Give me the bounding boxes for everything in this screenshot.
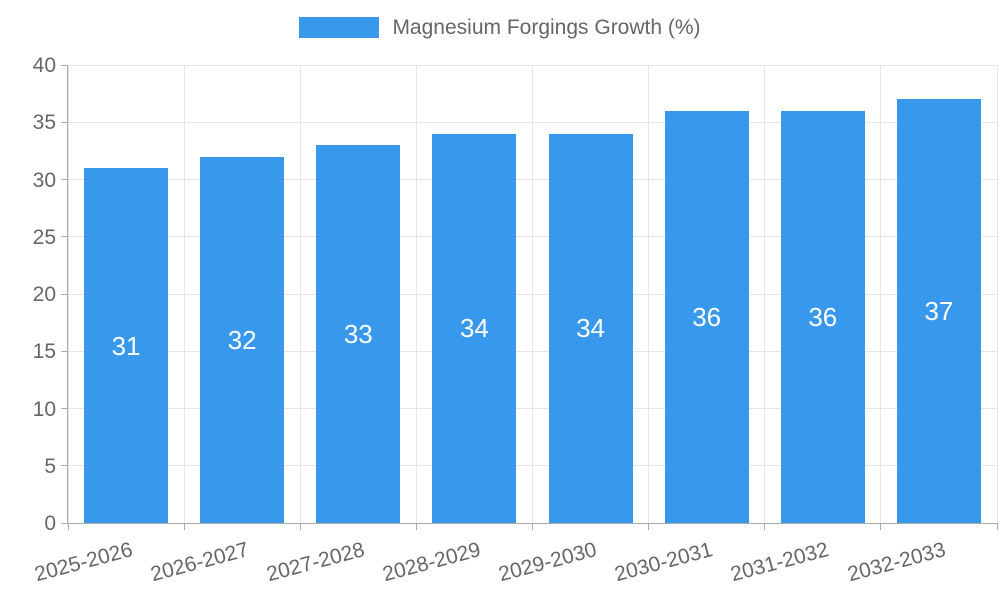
bar-2029-2030: 34	[548, 133, 633, 523]
x-tick-mark	[764, 523, 766, 530]
bar-2032-2033: 37	[896, 99, 981, 523]
x-gridline	[532, 65, 533, 523]
x-tick-mark	[880, 523, 882, 530]
x-tick-mark	[996, 523, 998, 530]
bar-value-label: 34	[459, 313, 489, 344]
x-axis-tick-label: 2025-2026	[31, 538, 135, 587]
y-axis-tick-label: 0	[44, 512, 56, 535]
bar-2027-2028: 33	[316, 145, 401, 523]
bar-value-label: 37	[924, 296, 954, 327]
x-axis-tick-label: 2026-2027	[147, 538, 251, 587]
y-axis-line	[67, 65, 68, 523]
bar-value-label: 36	[808, 301, 838, 332]
y-axis-tick-label: 10	[32, 397, 56, 421]
y-tick-mark	[61, 408, 68, 409]
x-axis-tick-label: 2031-2032	[728, 538, 832, 587]
y-tick-mark	[61, 236, 68, 238]
bar-2028-2029: 34	[432, 133, 517, 523]
x-gridline	[996, 65, 998, 523]
x-axis-tick-label: 2032-2033	[844, 538, 948, 587]
y-tick-mark	[61, 350, 68, 352]
x-tick-mark	[183, 523, 185, 530]
x-gridline	[648, 65, 650, 523]
y-axis-tick-label: 5	[44, 454, 56, 478]
x-gridline	[880, 65, 882, 523]
x-tick-mark	[299, 523, 301, 530]
legend-label: Magnesium Forgings Growth (%)	[392, 16, 701, 39]
x-axis-line	[68, 523, 997, 524]
y-axis-tick-label: 30	[32, 168, 56, 192]
bar-value-label: 33	[343, 319, 373, 350]
x-axis-tick-label: 2028-2029	[380, 538, 484, 587]
y-tick-mark	[61, 465, 68, 467]
x-tick-mark	[648, 523, 650, 530]
x-axis-tick-label: 2029-2030	[496, 538, 600, 587]
y-tick-mark	[61, 64, 68, 66]
bar-value-label: 34	[576, 313, 606, 344]
bar-value-label: 36	[692, 301, 722, 332]
x-tick-mark	[532, 523, 533, 530]
bar-2025-2026: 31	[84, 168, 169, 523]
legend[interactable]: Magnesium Forgings Growth (%)	[0, 17, 1000, 38]
bar-value-label: 32	[227, 324, 257, 355]
bar-2031-2032: 36	[780, 110, 865, 523]
y-tick-mark	[61, 522, 68, 524]
y-axis-tick-label: 40	[32, 54, 56, 77]
legend-swatch	[299, 17, 380, 38]
x-axis-tick-label: 2027-2028	[264, 538, 368, 587]
x-tick-mark	[415, 523, 417, 530]
y-axis-tick-label: 35	[32, 111, 56, 135]
bar-2026-2027: 32	[200, 156, 285, 523]
x-tick-mark	[67, 523, 69, 530]
x-gridline	[415, 65, 417, 523]
y-axis-tick-label: 20	[32, 283, 56, 306]
y-tick-mark	[61, 179, 68, 180]
x-gridline	[764, 65, 766, 523]
y-axis-tick-label: 25	[32, 225, 56, 249]
y-axis-tick-label: 15	[32, 340, 56, 364]
bar-value-label: 31	[111, 330, 141, 361]
x-gridline	[67, 65, 69, 523]
x-gridline	[183, 65, 185, 523]
y-tick-mark	[61, 293, 68, 295]
x-axis-tick-label: 2030-2031	[612, 538, 716, 587]
bar-2030-2031: 36	[664, 110, 749, 523]
x-gridline	[299, 65, 301, 523]
y-tick-mark	[61, 121, 68, 123]
